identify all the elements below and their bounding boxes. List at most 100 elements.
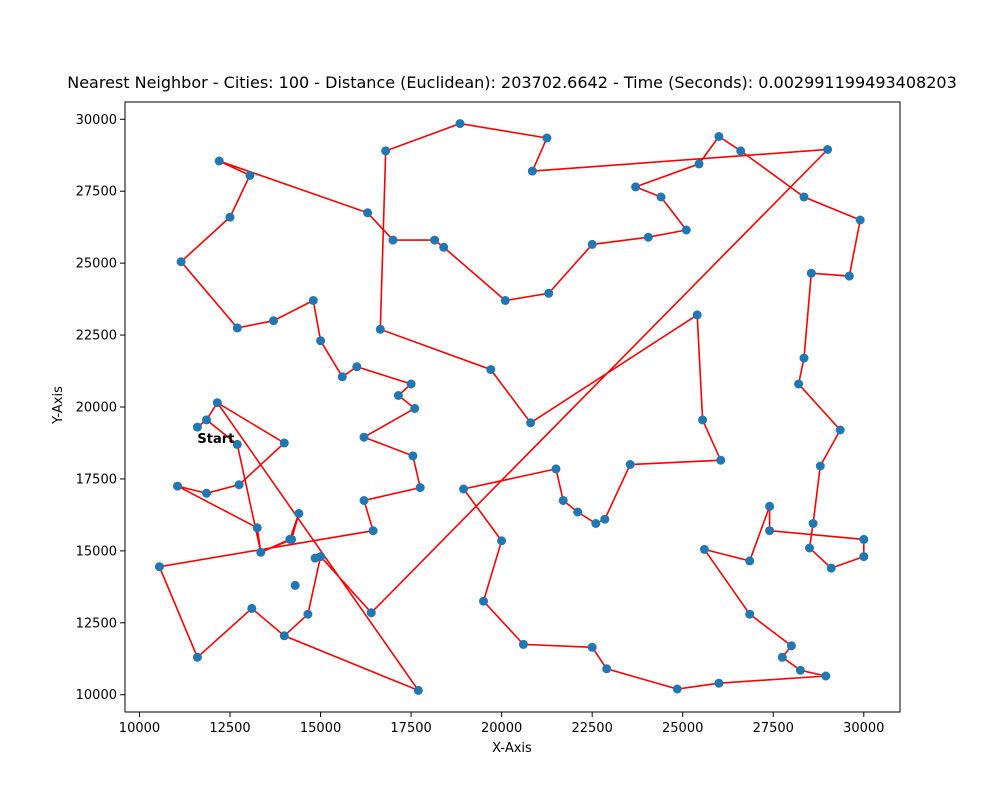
city-point — [859, 552, 869, 562]
city-point — [269, 316, 278, 326]
city-point — [225, 212, 235, 222]
city-point — [310, 553, 320, 563]
city-point — [799, 192, 809, 202]
city-point — [823, 145, 833, 154]
city-point — [413, 685, 423, 695]
city-point — [415, 483, 425, 493]
city-point — [173, 481, 182, 491]
city-point — [406, 379, 416, 389]
city-point — [212, 398, 222, 408]
y-axis-ticks: 10000 12500 15000 17500 20000 22500 25000 27500… — [76, 113, 125, 703]
city-point — [202, 415, 211, 425]
city-point — [631, 182, 641, 192]
city-point — [698, 415, 708, 425]
city-point — [279, 438, 289, 448]
y-axis-label: Y-Axis — [51, 386, 66, 425]
x-tick-label: 25000 — [662, 721, 703, 736]
city-point — [745, 556, 755, 566]
city-point — [381, 146, 391, 156]
y-tick-label: 30000 — [76, 113, 117, 128]
city-point — [232, 439, 242, 449]
city-point — [600, 514, 610, 524]
city-point — [366, 608, 376, 618]
city-point — [794, 379, 804, 389]
city-point — [393, 391, 403, 400]
x-axis-label: X-Axis — [492, 741, 532, 756]
x-tick-label: 20000 — [481, 721, 522, 736]
city-point — [573, 507, 583, 517]
city-point — [234, 480, 244, 490]
route-path — [158, 122, 865, 693]
x-tick-label: 22500 — [571, 721, 612, 736]
city-point — [835, 425, 845, 435]
city-point — [714, 132, 724, 141]
city-point — [808, 519, 818, 528]
y-tick-label: 15000 — [76, 544, 117, 559]
city-point — [558, 496, 568, 505]
city-point — [192, 422, 202, 432]
city-point — [202, 488, 211, 498]
city-point — [359, 496, 369, 505]
city-point — [643, 232, 653, 242]
city-point — [352, 362, 362, 372]
city-point — [694, 159, 704, 169]
city-point — [692, 310, 702, 320]
x-tick-label: 27500 — [753, 721, 794, 736]
city-point — [551, 464, 561, 474]
city-point — [192, 652, 202, 662]
city-point — [294, 509, 304, 518]
city-point — [855, 215, 865, 225]
city-point — [252, 523, 262, 533]
city-point — [805, 543, 814, 553]
city-point — [479, 596, 488, 606]
city-point — [232, 323, 242, 333]
city-point — [544, 288, 554, 298]
city-point — [859, 534, 869, 544]
city-point — [799, 353, 809, 363]
city-point — [844, 271, 854, 281]
city-point — [786, 641, 796, 651]
city-point — [245, 170, 255, 180]
city-point — [736, 146, 746, 156]
city-point — [247, 603, 257, 613]
city-point — [826, 563, 836, 573]
city-point — [795, 665, 805, 675]
city-point — [681, 225, 691, 235]
city-point — [363, 208, 373, 218]
x-tick-label: 17500 — [390, 721, 431, 736]
city-point — [542, 133, 552, 143]
city-point — [459, 484, 469, 494]
city-point — [821, 671, 831, 681]
city-point — [625, 460, 635, 469]
city-point — [497, 536, 507, 546]
y-tick-label: 12500 — [76, 616, 117, 631]
city-point — [656, 192, 666, 202]
city-point — [745, 609, 755, 619]
city-point — [279, 631, 289, 641]
y-tick-label: 27500 — [76, 185, 117, 200]
city-point — [439, 242, 449, 252]
route-lines — [158, 122, 865, 693]
chart-title: Nearest Neighbor - Cities: 100 - Distanc… — [67, 73, 957, 92]
x-tick-label: 15000 — [300, 721, 341, 736]
city-point — [765, 501, 775, 511]
x-tick-label: 12500 — [209, 721, 250, 736]
city-point — [154, 562, 164, 572]
city-points — [154, 119, 869, 695]
city-point — [587, 239, 597, 249]
city-point — [308, 296, 318, 305]
city-point — [699, 544, 709, 554]
city-point — [316, 336, 326, 346]
city-point — [815, 461, 825, 471]
city-point — [765, 526, 775, 536]
city-point — [527, 166, 537, 176]
city-point — [388, 235, 398, 245]
x-tick-label: 10000 — [119, 721, 160, 736]
y-tick-label: 20000 — [76, 401, 117, 416]
city-point — [430, 235, 440, 245]
city-point — [408, 451, 418, 461]
city-point — [526, 418, 536, 428]
city-point — [214, 156, 224, 166]
city-point — [672, 684, 682, 694]
